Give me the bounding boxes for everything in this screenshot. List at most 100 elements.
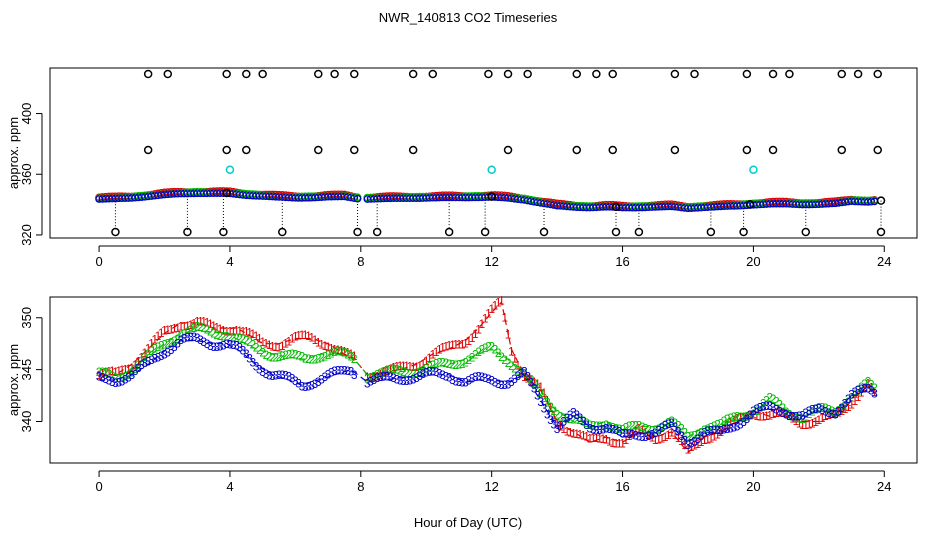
series-2-marker: 2 xyxy=(351,352,358,366)
series-3-marker: 3 xyxy=(348,365,355,379)
series-3-marker: 3 xyxy=(112,376,119,390)
flagged-high-point xyxy=(690,69,699,79)
series-2-marker: 2 xyxy=(829,404,836,418)
series-1-marker: 1 xyxy=(642,425,649,439)
series-2-marker: 2 xyxy=(806,407,813,421)
series-1-marker: 1 xyxy=(452,338,459,352)
series-1-marker: 1 xyxy=(384,364,391,378)
flagged-high-point xyxy=(768,69,778,79)
series-3-marker: 3 xyxy=(495,377,502,391)
series-2-marker: 2 xyxy=(387,362,394,376)
series-1-marker: 1 xyxy=(155,329,162,343)
series-1-marker: 1 xyxy=(338,344,345,358)
series-1-marker: 1 xyxy=(688,440,695,454)
series-3-marker: 3 xyxy=(547,413,554,427)
series-1-marker: 1 xyxy=(492,299,499,313)
flagged-point xyxy=(572,145,581,155)
series-3-marker: 3 xyxy=(341,364,348,378)
series-1-marker: 1 xyxy=(233,324,240,338)
series-1-line xyxy=(99,300,876,454)
series-2-marker: 2 xyxy=(740,410,747,424)
series-3-point xyxy=(353,194,362,203)
series-1-marker: 1 xyxy=(649,430,656,444)
series-2-marker: 2 xyxy=(282,348,289,362)
series-3-marker: 3 xyxy=(187,330,194,344)
series-1-marker: 1 xyxy=(479,317,486,331)
series-2-marker: 2 xyxy=(390,362,397,376)
series-1-marker: 1 xyxy=(315,335,322,349)
series-3-marker: 3 xyxy=(282,368,289,382)
series-1-marker: 1 xyxy=(524,372,531,386)
series-1-marker: 1 xyxy=(151,333,158,347)
series-2-marker: 2 xyxy=(348,350,355,364)
flagged-high-point xyxy=(314,69,323,79)
series-3-marker: 3 xyxy=(832,408,839,422)
series-2-marker: 2 xyxy=(364,371,371,385)
flagged-high-point xyxy=(592,69,601,79)
series-2-marker: 2 xyxy=(845,395,852,409)
series-1-marker: 1 xyxy=(96,368,103,382)
series-1-marker: 1 xyxy=(263,336,270,350)
series-2-marker: 2 xyxy=(783,405,790,419)
series-2-marker: 2 xyxy=(181,327,188,341)
series-3-marker: 3 xyxy=(151,352,158,366)
series-1-marker: 1 xyxy=(472,327,479,341)
series-3-marker: 3 xyxy=(757,400,764,414)
series-2-marker: 2 xyxy=(596,419,603,433)
series-1-marker: 1 xyxy=(279,339,286,353)
series-3-marker: 3 xyxy=(407,374,414,388)
series-1-marker: 1 xyxy=(178,319,185,333)
series-3-marker: 3 xyxy=(390,371,397,385)
series-3-marker: 3 xyxy=(279,368,286,382)
series-3-marker: 3 xyxy=(119,374,126,388)
series-2-marker: 2 xyxy=(518,365,525,379)
series-1-marker: 1 xyxy=(289,332,296,346)
series-1-marker: 1 xyxy=(858,386,865,400)
series-2-marker: 2 xyxy=(279,349,286,363)
series-3-marker: 3 xyxy=(688,437,695,451)
series-2-marker: 2 xyxy=(194,320,201,334)
series-2-marker: 2 xyxy=(524,369,531,383)
series-2-marker: 2 xyxy=(485,340,492,354)
series-1-marker: 1 xyxy=(714,427,721,441)
series-3-marker: 3 xyxy=(848,387,855,401)
series-1-marker: 1 xyxy=(619,436,626,450)
series-1-marker: 1 xyxy=(145,341,152,355)
series-3-marker: 3 xyxy=(708,423,715,437)
series-3-marker: 3 xyxy=(537,395,544,409)
flagged-low-point xyxy=(183,227,192,237)
series-3-marker: 3 xyxy=(658,421,665,435)
series-3-marker: 3 xyxy=(531,382,538,396)
series-1-marker: 1 xyxy=(256,332,263,346)
series-2-marker: 2 xyxy=(727,411,734,425)
series-1-marker: 1 xyxy=(750,407,757,421)
flagged-high-point xyxy=(503,69,513,79)
series-3-marker: 3 xyxy=(727,421,734,435)
series-2-marker: 2 xyxy=(832,405,839,419)
series-2-marker: 2 xyxy=(678,422,685,436)
series-1-marker: 1 xyxy=(351,349,358,363)
series-3-marker: 3 xyxy=(704,424,711,438)
series-1-marker: 1 xyxy=(564,424,571,438)
series-1-marker: 1 xyxy=(416,359,423,373)
series-1-marker: 1 xyxy=(678,434,685,448)
series-2-marker: 2 xyxy=(210,326,217,340)
series-1-marker: 1 xyxy=(220,323,227,337)
series-1-marker: 1 xyxy=(685,442,692,456)
series-2-marker: 2 xyxy=(796,412,803,426)
series-3-marker: 3 xyxy=(168,343,175,357)
series-2-marker: 2 xyxy=(164,337,171,351)
series-2-marker: 2 xyxy=(508,359,515,373)
series-3-marker: 3 xyxy=(207,339,214,353)
series-3-marker: 3 xyxy=(433,365,440,379)
series-1-marker: 1 xyxy=(344,345,351,359)
series-3-marker: 3 xyxy=(858,382,865,396)
flagged-high-point xyxy=(742,69,752,79)
series-1-marker: 1 xyxy=(645,428,652,442)
series-1-marker: 1 xyxy=(443,339,450,353)
series-1-marker: 1 xyxy=(799,418,806,432)
series-1-marker: 1 xyxy=(171,322,178,336)
series-2-marker: 2 xyxy=(276,350,283,364)
series-3-marker: 3 xyxy=(393,372,400,386)
